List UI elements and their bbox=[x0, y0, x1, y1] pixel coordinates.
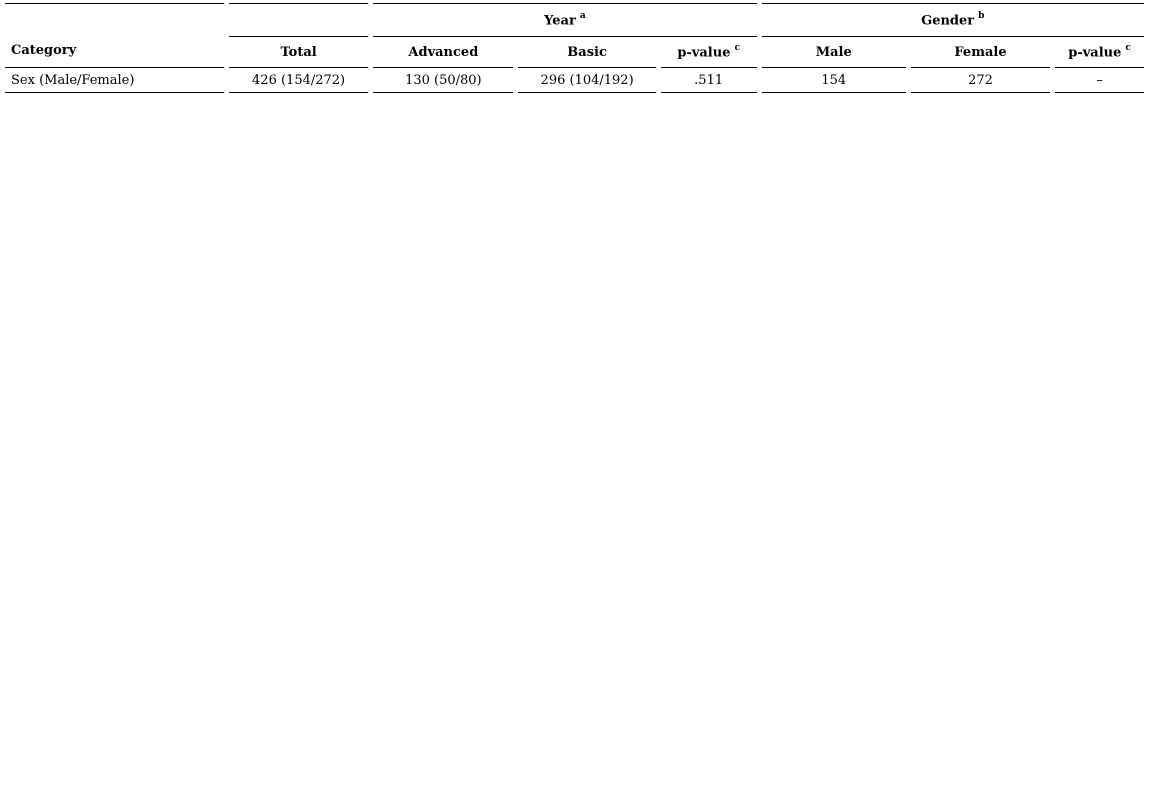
group-header-row: Category Year a Gender b bbox=[5, 3, 1144, 68]
demographics-table: Category Year a Gender b Total Advanced Ba… bbox=[0, 3, 1149, 93]
gender-group-header: Gender b bbox=[761, 3, 1144, 37]
data-cell-basic: 296 (104/192) bbox=[518, 68, 656, 93]
p-value-footnote-marker: c bbox=[1125, 42, 1131, 53]
data-cell-female: 272 bbox=[910, 68, 1051, 93]
column-header-category: Category bbox=[5, 3, 224, 68]
cell-value: 154 bbox=[821, 72, 847, 88]
data-cell-total: 426 (154/272) bbox=[228, 68, 369, 93]
table-body: Sex (Male/Female) 426 (154/272) 130 (50/… bbox=[5, 68, 1144, 93]
cell-value: – bbox=[1096, 72, 1103, 88]
data-cell-p-value-year: .511 bbox=[660, 68, 757, 93]
p-value-label: p-value bbox=[677, 45, 731, 61]
row-label: Sex (Male/Female) bbox=[5, 68, 224, 93]
cell-value: 426 (154/272) bbox=[252, 72, 346, 88]
gender-footnote-marker: b bbox=[978, 10, 985, 21]
cell-value: 130 (50/80) bbox=[405, 72, 482, 88]
p-value-label: p-value bbox=[1068, 45, 1122, 61]
p-value-footnote-marker: c bbox=[734, 42, 740, 53]
year-footnote-marker: a bbox=[579, 10, 586, 21]
column-header-male: Male bbox=[761, 37, 906, 68]
column-header-total: Total bbox=[228, 37, 369, 68]
data-cell-advanced: 130 (50/80) bbox=[373, 68, 514, 93]
column-header-advanced: Advanced bbox=[373, 37, 514, 68]
table-row: Sex (Male/Female) 426 (154/272) 130 (50/… bbox=[5, 68, 1144, 93]
column-header-basic: Basic bbox=[518, 37, 656, 68]
column-header-p-value-gender: p-value c bbox=[1055, 37, 1144, 68]
year-group-label: Year bbox=[544, 13, 576, 29]
cell-value: .511 bbox=[694, 72, 724, 88]
gender-group-label: Gender bbox=[921, 13, 975, 29]
paper-table-sheet: Category Year a Gender b Total Advanced Ba… bbox=[0, 0, 1149, 93]
cell-value: 272 bbox=[968, 72, 993, 88]
column-header-row: Total Advanced Basic p-value c Male Femal… bbox=[5, 37, 1144, 68]
year-group-header: Year a bbox=[373, 3, 757, 37]
cell-value: 296 (104/192) bbox=[540, 72, 634, 88]
total-column-spacer bbox=[228, 3, 369, 37]
column-header-p-value-year: p-value c bbox=[660, 37, 757, 68]
column-header-female: Female bbox=[910, 37, 1051, 68]
data-cell-p-value-gender: – bbox=[1055, 68, 1144, 93]
table-header: Category Year a Gender b Total Advanced Ba… bbox=[5, 3, 1144, 68]
data-cell-male: 154 bbox=[761, 68, 906, 93]
